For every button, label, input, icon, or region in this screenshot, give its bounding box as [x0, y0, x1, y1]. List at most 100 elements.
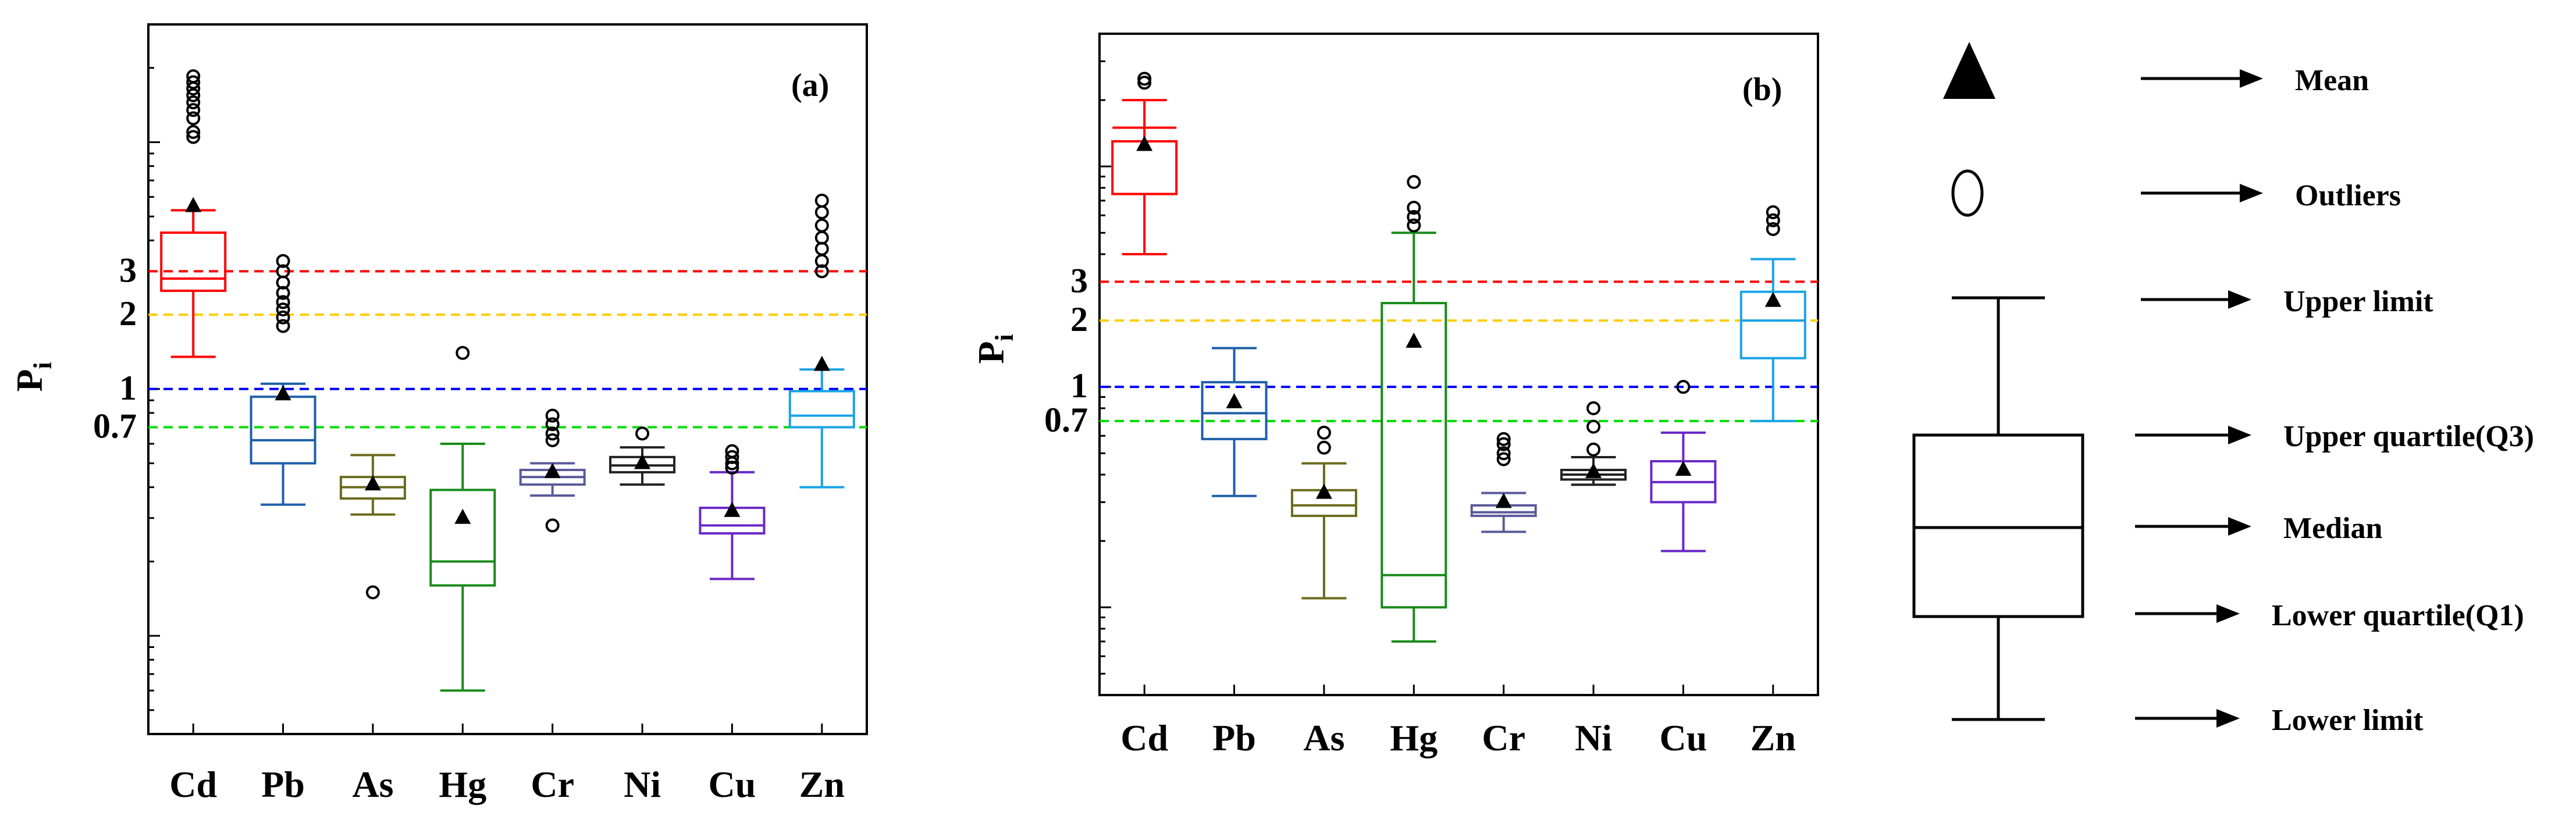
outlier-point	[276, 310, 290, 325]
box-rect	[429, 489, 496, 587]
mean-marker	[364, 475, 381, 491]
legend-label-median: Median	[2283, 512, 2383, 545]
panel-label: (a)	[791, 67, 829, 104]
outlier-point	[814, 193, 829, 208]
category-label: Cu	[1660, 717, 1707, 758]
legend-arrow-head-icon	[2228, 426, 2251, 444]
outlier-point	[1496, 446, 1511, 461]
panel-label: (b)	[1742, 72, 1782, 108]
plot-frame	[147, 23, 868, 735]
legend-arrow-head-icon	[2240, 69, 2263, 88]
mean-marker	[1136, 136, 1153, 151]
category-label: Cr	[1482, 717, 1525, 758]
category-label: As	[352, 764, 393, 805]
box-As	[339, 454, 406, 600]
category-label: Cd	[169, 764, 217, 805]
y-tick-label: 3	[119, 251, 137, 289]
mean-marker	[1226, 393, 1243, 408]
category-label: Cu	[709, 764, 756, 805]
outlier-point	[1407, 218, 1421, 233]
category-label: Cr	[531, 764, 574, 805]
legend-labels: Mean Outliers Upper limit Upper quartile…	[2272, 64, 2534, 737]
box-Cr	[519, 408, 586, 533]
mean-marker	[454, 508, 471, 524]
outlier-point	[1496, 432, 1511, 446]
outlier-point	[1766, 205, 1780, 219]
y-tick-label: 0.7	[1044, 401, 1088, 439]
y-tick-label: 2	[119, 294, 137, 333]
y-tick-label: 2	[1070, 300, 1088, 339]
category-label: Zn	[1750, 717, 1796, 758]
outlier-point	[1137, 72, 1152, 86]
legend-label-lower-limit: Lower limit	[2272, 704, 2424, 737]
outlier-point	[635, 426, 650, 441]
plot-frame	[1098, 33, 1819, 696]
mean-marker	[1764, 291, 1781, 307]
outlier-point	[1586, 401, 1601, 415]
outlier-point	[1407, 174, 1421, 189]
category-label: Ni	[1575, 717, 1612, 758]
y-tick-label: 1	[119, 369, 137, 407]
outlier-point	[1676, 380, 1691, 394]
y-tick-label: 1	[1070, 366, 1088, 405]
outlier-point	[1407, 201, 1421, 215]
box-Cd	[160, 69, 227, 358]
outlier-point	[276, 319, 290, 333]
outlier-point	[276, 295, 290, 309]
category-label: Hg	[439, 764, 486, 805]
mean-marker	[1675, 460, 1692, 476]
outlier-point	[1137, 76, 1152, 90]
outlier-point	[1317, 440, 1331, 455]
y-axis-label: Pi	[9, 362, 57, 391]
box-Hg	[1380, 174, 1447, 643]
box-rect	[1201, 381, 1268, 440]
legend-mean-triangle-icon	[1943, 42, 1995, 99]
y-axis-label: Pi	[970, 334, 1019, 364]
panel-b-boxplot: 32 10.7 Pi (b) Cd Pb As Hg Cr Ni Cu Zn	[970, 33, 1819, 758]
category-label: Cd	[1120, 717, 1168, 758]
mean-marker	[185, 197, 202, 212]
outlier-point	[186, 69, 201, 84]
outlier-point	[814, 218, 829, 233]
outlier-point	[725, 444, 739, 458]
box-Ni	[609, 426, 676, 486]
outlier-point	[545, 426, 560, 441]
outlier-point	[276, 302, 290, 317]
legend-label-outliers: Outliers	[2295, 179, 2401, 212]
legend-outlier-circle-icon	[1951, 169, 1984, 217]
outlier-point	[1496, 452, 1511, 466]
mean-marker	[1495, 493, 1512, 508]
outlier-point	[276, 264, 290, 279]
mean-marker	[813, 355, 830, 371]
box-rect	[160, 231, 227, 292]
box-Pb	[250, 254, 316, 506]
mean-marker	[1585, 462, 1602, 478]
box-As	[1290, 425, 1357, 600]
outlier-point	[186, 130, 201, 144]
category-label: Hg	[1390, 717, 1438, 758]
outlier-point	[545, 518, 560, 533]
outlier-point	[276, 254, 290, 268]
box-Cd	[1111, 72, 1178, 255]
mean-marker	[634, 454, 651, 469]
legend-label-upper-limit: Upper limit	[2283, 285, 2433, 318]
outlier-point	[545, 408, 560, 423]
outlier-point	[1317, 425, 1331, 440]
legend-arrows	[2135, 69, 2263, 728]
outlier-point	[186, 124, 201, 139]
mean-marker	[544, 462, 561, 478]
outlier-point	[186, 111, 201, 126]
legend-label-lower-quartile: Lower quartile(Q1)	[2272, 599, 2524, 632]
box-rect	[788, 390, 855, 429]
outlier-point	[365, 585, 380, 600]
box-Ni	[1560, 401, 1627, 486]
box-Zn	[1739, 205, 1806, 422]
outlier-point	[545, 417, 560, 432]
outlier-point	[814, 264, 829, 279]
box-rect	[250, 396, 316, 465]
category-label: Ni	[624, 764, 661, 805]
outlier-point	[1586, 419, 1601, 434]
outlier-point	[545, 433, 560, 447]
legend-arrow-head-icon	[2216, 709, 2240, 728]
mean-marker	[724, 501, 741, 517]
